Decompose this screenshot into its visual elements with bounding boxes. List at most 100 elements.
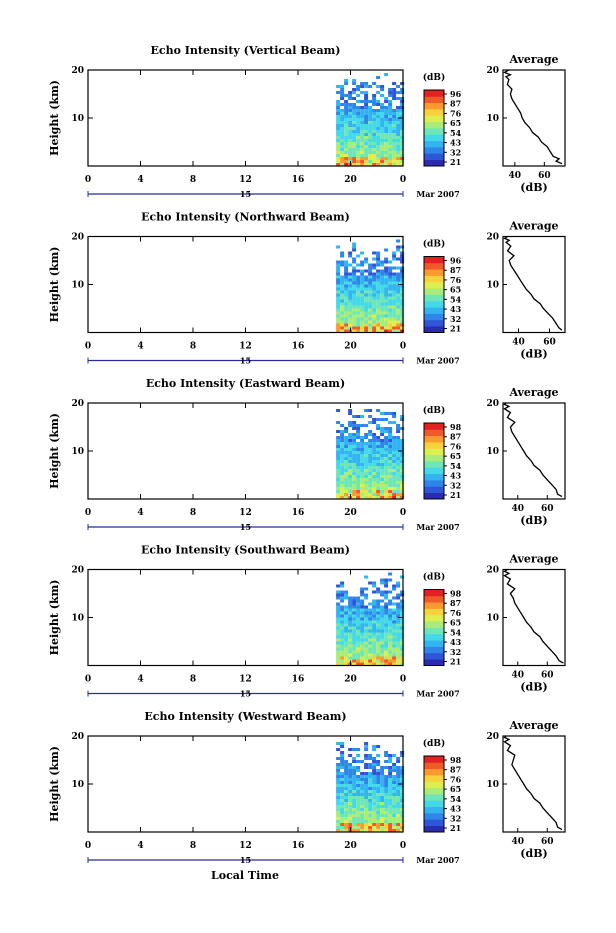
heatmap-cell bbox=[340, 635, 345, 639]
heatmap-cell bbox=[356, 644, 361, 648]
heatmap-cell bbox=[336, 142, 341, 145]
heatmap-cell bbox=[348, 784, 353, 787]
heatmap-cell bbox=[364, 478, 369, 481]
heatmap-cell bbox=[392, 808, 397, 811]
heatmap-cell bbox=[364, 763, 369, 766]
heatmap-cell bbox=[352, 314, 357, 318]
heatmap-cell bbox=[360, 814, 365, 817]
heatmap-cell bbox=[360, 269, 365, 273]
heatmap-cell bbox=[336, 112, 341, 115]
heatmap-cell bbox=[364, 766, 369, 769]
heatmap-cell bbox=[376, 638, 381, 642]
heatmap-cell bbox=[340, 308, 345, 312]
heatmap-cell bbox=[348, 641, 353, 645]
heatmap-cell bbox=[372, 293, 377, 297]
heatmap-cell bbox=[356, 472, 361, 475]
heatmap-cell bbox=[388, 641, 393, 645]
heatmap-cell bbox=[380, 112, 385, 115]
heatmap-cell bbox=[368, 602, 373, 606]
heatmap-cell bbox=[384, 442, 389, 445]
heatmap-cell bbox=[352, 817, 357, 820]
profile-line bbox=[503, 402, 563, 498]
heatmap-cell bbox=[336, 263, 341, 267]
heatmap-cell bbox=[364, 793, 369, 796]
heatmap-cell bbox=[364, 784, 369, 787]
heatmap-cell bbox=[380, 647, 385, 651]
colorbar-swatch bbox=[424, 147, 444, 154]
heatmap-cell bbox=[376, 124, 381, 127]
colorbar-frame bbox=[423, 256, 445, 333]
heatmap-cell bbox=[384, 439, 389, 442]
heatmap-cell bbox=[352, 460, 357, 463]
heatmap-cell bbox=[368, 472, 373, 475]
heatmap-cell bbox=[364, 160, 369, 163]
heatmap-cell bbox=[360, 653, 365, 657]
heatmap-cell bbox=[364, 278, 369, 282]
heatmap-cell bbox=[360, 142, 365, 145]
heatmap-cell bbox=[356, 775, 361, 778]
heatmap-cell bbox=[344, 659, 349, 663]
heatmap-cell bbox=[392, 635, 397, 639]
heatmap-cell bbox=[388, 614, 393, 618]
heatmap-cell bbox=[368, 275, 373, 279]
heatmap-cell bbox=[372, 115, 377, 118]
heatmap-cell bbox=[360, 415, 365, 418]
heatmap-cell bbox=[368, 814, 373, 817]
heatmap-cell bbox=[336, 805, 341, 808]
heatmap-cell bbox=[368, 133, 373, 136]
heatmap-cell bbox=[364, 109, 369, 112]
heatmap-cell bbox=[388, 314, 393, 318]
heatmap-cell bbox=[380, 632, 385, 636]
heatmap-cell bbox=[376, 623, 381, 627]
heatmap-cell bbox=[396, 329, 401, 333]
heatmap-cell bbox=[352, 133, 357, 136]
heatmap-cell bbox=[360, 308, 365, 312]
heatmap-cell bbox=[360, 605, 365, 609]
heatmap-cell bbox=[352, 305, 357, 309]
heatmap-cell bbox=[392, 587, 397, 591]
heatmap-cell bbox=[344, 329, 349, 333]
heatmap-cell bbox=[352, 124, 357, 127]
heatmap-cell bbox=[336, 275, 341, 279]
heatmap-cell bbox=[356, 430, 361, 433]
heatmap-cell bbox=[340, 638, 345, 642]
heatmap-cell bbox=[336, 763, 341, 766]
heatmap-cell bbox=[400, 308, 405, 312]
heatmap-cell bbox=[400, 284, 405, 288]
heatmap-cell bbox=[360, 160, 365, 163]
heatmap-cell bbox=[344, 139, 349, 142]
heatmap-cell bbox=[376, 487, 381, 490]
heatmap-cell bbox=[344, 287, 349, 291]
heatmap-cell bbox=[336, 611, 341, 615]
heatmap-cell bbox=[360, 115, 365, 118]
heatmap-cell bbox=[352, 127, 357, 130]
heatmap-cell bbox=[336, 160, 341, 163]
heatmap-cell bbox=[368, 617, 373, 621]
profile-y-tick-label: 10 bbox=[486, 281, 499, 291]
heatmap-cell bbox=[336, 596, 341, 600]
heatmap-cell bbox=[364, 317, 369, 321]
heatmap-cell bbox=[396, 487, 401, 490]
heatmap-cell bbox=[336, 647, 341, 651]
heatmap-cell bbox=[356, 490, 361, 493]
heatmap-cell bbox=[380, 644, 385, 648]
heatmap-cell bbox=[396, 248, 401, 252]
heatmap-cell bbox=[392, 266, 397, 270]
heatmap-cell bbox=[348, 145, 353, 148]
heatmap-cell bbox=[392, 584, 397, 588]
colorbar-tick-label: 32 bbox=[450, 147, 461, 157]
heatmap-cell bbox=[368, 145, 373, 148]
heatmap-cell bbox=[380, 329, 385, 333]
colorbar-swatch bbox=[424, 121, 444, 129]
y-tick-label: 20 bbox=[71, 66, 84, 76]
heatmap-cell bbox=[360, 793, 365, 796]
heatmap-cell bbox=[396, 133, 401, 136]
heatmap-cell bbox=[400, 466, 405, 469]
heatmap-cell bbox=[380, 412, 385, 415]
heatmap-cell bbox=[340, 454, 345, 457]
heatmap-cell bbox=[340, 139, 345, 142]
heatmap-cell bbox=[360, 323, 365, 327]
heatmap-cell bbox=[344, 163, 349, 166]
heatmap-cell bbox=[372, 805, 377, 808]
heatmap-cell bbox=[388, 475, 393, 478]
